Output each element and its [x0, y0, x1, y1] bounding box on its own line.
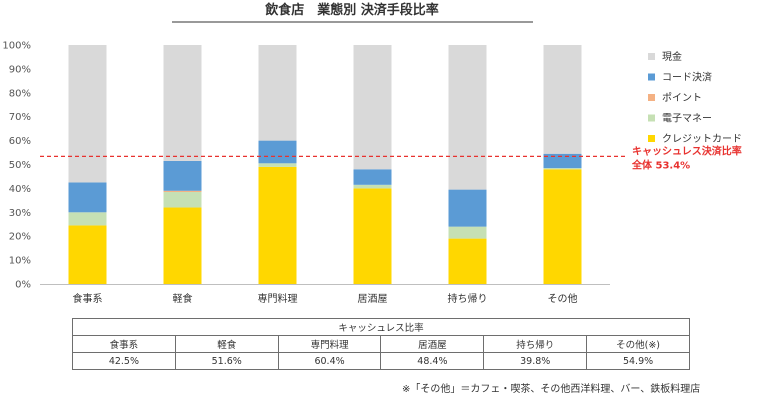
y-tick-label: 90% [9, 64, 31, 75]
bar-segment [163, 207, 202, 284]
table-category: 専門料理 [277, 335, 382, 353]
legend-swatch [648, 135, 655, 142]
x-category-label: 専門料理 [258, 292, 298, 305]
bar-segment [448, 189, 487, 227]
bar-segment [163, 160, 202, 191]
x-axis: 食事系 軽食 専門料理 居酒屋 持ち帰り その他 [73, 292, 578, 305]
table-value: 60.4% [277, 352, 382, 370]
bar-segment [68, 225, 107, 284]
y-tick-label: 10% [9, 256, 31, 267]
y-tick-label: 20% [9, 232, 31, 243]
table-category: その他(※) [586, 335, 690, 353]
reference-label: キャッシュレス決済比率 [632, 144, 742, 157]
table-value: 51.6% [174, 352, 279, 370]
legend-swatch [648, 73, 655, 81]
table-category: 食事系 [72, 335, 176, 353]
bar-segment [353, 184, 392, 189]
legend-swatch [648, 53, 655, 60]
legend-label: 電子マネー [662, 113, 712, 125]
bar-segment [543, 168, 582, 170]
y-tick-label: 30% [9, 208, 31, 219]
bar-segment [163, 191, 202, 208]
bar-segment [68, 182, 107, 213]
legend-label: ポイント [662, 92, 702, 104]
y-axis: 0% 10% 20% 30% 40% 50% 60% 70% 80% 90% 100% [2, 41, 610, 291]
y-tick-label: 60% [9, 136, 31, 147]
bar-segment [163, 45, 202, 161]
table-category: 軽食 [174, 335, 279, 353]
legend-swatch [648, 94, 655, 101]
y-tick-label: 50% [9, 160, 31, 171]
reference-value-label: 全体 53.4% [631, 158, 690, 171]
table-category-row: 食事系 軽食 専門料理 居酒屋 持ち帰り その他(※) [72, 335, 690, 353]
legend-label: クレジットカード [662, 133, 742, 145]
x-category-label: 居酒屋 [358, 293, 388, 305]
table-value: 42.5% [72, 352, 176, 370]
cashless-ratio-table: キャッシュレス比率 食事系 軽食 専門料理 居酒屋 持ち帰り その他(※) 42… [72, 318, 690, 370]
x-category-label: その他 [548, 292, 578, 305]
y-tick-label: 40% [9, 184, 31, 195]
x-category-label: 持ち帰り [448, 292, 488, 305]
table-header: キャッシュレス比率 [72, 318, 690, 336]
table-value: 54.9% [586, 352, 690, 370]
bar-segment [448, 226, 487, 239]
table-category: 持ち帰り [483, 335, 588, 353]
bar-segment [543, 169, 582, 284]
table-value-row: 42.5% 51.6% 60.4% 48.4% 39.8% 54.9% [72, 352, 690, 370]
x-category-label: 軽食 [173, 292, 193, 305]
bar-segment [68, 45, 107, 183]
chart-title: 飲食店 業態別 決済手段比率 [264, 2, 439, 18]
bar-segment [258, 163, 297, 167]
bar-segment [543, 45, 582, 154]
legend-label: 現金 [662, 50, 682, 63]
bar-segment [258, 140, 297, 164]
y-tick-label: 80% [9, 88, 31, 99]
bar-segment [353, 188, 392, 284]
y-tick-label: 70% [9, 112, 31, 123]
bar-segment [448, 238, 487, 284]
table-value: 48.4% [380, 352, 485, 370]
x-category-label: 食事系 [73, 292, 103, 305]
y-tick-label: 0% [15, 280, 31, 291]
table-value: 39.8% [483, 352, 588, 370]
footnote: ※「その他」＝カフェ・喫茶、その他西洋料理、バー、鉄板料理店 [402, 384, 701, 395]
legend-label: コード決済 [662, 71, 712, 84]
bar-segment [258, 166, 297, 284]
bar-segment [543, 153, 582, 169]
bar-segment [448, 45, 487, 190]
bar-segment [353, 45, 392, 170]
legend-swatch [648, 114, 655, 122]
table-header-row: キャッシュレス比率 [72, 318, 690, 336]
bar-segment [68, 212, 107, 226]
y-tick-label: 100% [2, 41, 31, 52]
table-category: 居酒屋 [380, 335, 485, 353]
stacked-bar-chart: 飲食店 業態別 決済手段比率 0% 10% 20% 30% 40% 50% 60% 70% 80… [2, 2, 742, 305]
bar-segment [163, 190, 202, 192]
bar-segment [258, 45, 297, 141]
bar-group [68, 45, 582, 284]
bar-segment [353, 169, 392, 185]
